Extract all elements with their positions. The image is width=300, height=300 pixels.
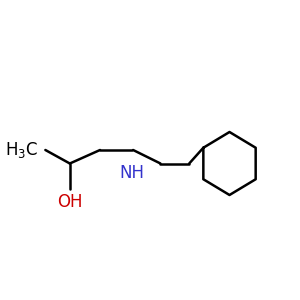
Text: NH: NH [119, 164, 144, 182]
Text: OH: OH [57, 193, 82, 211]
Text: H$_3$C: H$_3$C [5, 140, 38, 160]
